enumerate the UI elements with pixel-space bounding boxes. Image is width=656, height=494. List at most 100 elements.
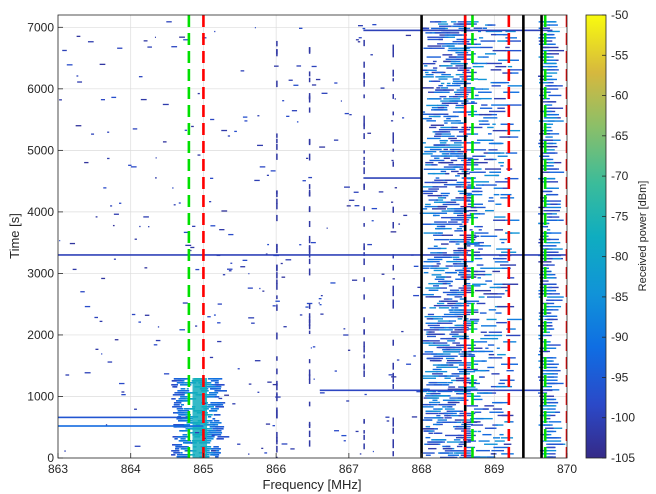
spectrogram-cell xyxy=(499,379,515,381)
spectrogram-cell xyxy=(473,398,483,401)
spectrogram-cell xyxy=(449,333,459,335)
spectrogram-cell xyxy=(184,412,189,414)
spectrogram-cell xyxy=(363,258,365,266)
spectrogram-cell xyxy=(442,406,447,408)
spectrogram-cell xyxy=(544,203,558,205)
x-tick-label: 865 xyxy=(193,462,213,476)
spectrogram-cell xyxy=(433,201,446,203)
spectrogram-cell xyxy=(228,270,232,272)
spectrogram-cell xyxy=(363,354,365,359)
spectrogram-cell xyxy=(443,98,461,100)
spectrogram-cell xyxy=(423,168,436,170)
spectrogram-cell xyxy=(203,382,212,384)
spectrogram-cell xyxy=(548,427,563,429)
spectrogram-cell xyxy=(448,285,453,287)
spectrogram-cell xyxy=(363,167,365,175)
spectrogram-cell xyxy=(437,197,445,199)
spectrogram-cell xyxy=(355,430,359,433)
spectrogram-cell xyxy=(428,318,444,320)
spectrogram-cell xyxy=(428,80,432,82)
spectrogram-cell xyxy=(506,59,519,61)
spectrogram-cell xyxy=(506,104,522,106)
spectrogram-cell xyxy=(276,445,278,453)
spectrogram-cell xyxy=(460,159,473,162)
spectrogram-cell xyxy=(101,277,106,280)
spectrogram-cell xyxy=(450,399,464,401)
spectrogram-cell xyxy=(429,126,437,129)
spectrogram-cell xyxy=(437,104,447,107)
spectrogram-cell xyxy=(431,265,440,267)
spectrogram-cell xyxy=(276,264,278,271)
spectrogram-cell xyxy=(494,261,509,263)
spectrogram-cell xyxy=(148,226,150,228)
spectrogram-cell xyxy=(455,377,469,379)
spectrogram-cell xyxy=(215,390,227,392)
spectrogram-cell xyxy=(541,321,553,324)
spectrogram-cell xyxy=(264,452,268,454)
spectrogram-cell xyxy=(349,199,355,201)
spectrogram-cell xyxy=(545,149,555,151)
spectrogram-cell xyxy=(155,339,161,342)
spectrogram-cell xyxy=(190,249,192,252)
spectrogram-cell xyxy=(421,353,438,355)
spectrogram-cell xyxy=(503,219,520,221)
spectrogram-cell xyxy=(474,62,488,65)
spectrogram-cell xyxy=(547,363,555,365)
spectrogram-cell xyxy=(214,382,219,384)
spectrogram-cell xyxy=(138,321,141,323)
spectrogram-cell xyxy=(506,369,514,372)
spectrogram-cell xyxy=(185,382,197,384)
spectrogram-core-band xyxy=(192,378,208,458)
spectrogram-cell xyxy=(465,75,473,77)
spectrogram-cell xyxy=(396,359,400,361)
spectrogram-cell xyxy=(402,117,405,119)
spectrogram-cell xyxy=(460,263,467,265)
spectrogram-cell xyxy=(330,282,336,284)
spectrogram-cell xyxy=(272,383,278,386)
spectrogram-cell xyxy=(470,149,487,151)
spectrogram-cell xyxy=(490,385,499,388)
spectrogram-cell xyxy=(184,392,195,394)
spectrogram-cell xyxy=(430,392,441,395)
spectrogram-cell xyxy=(437,247,447,250)
spectrogram-cell xyxy=(423,192,433,195)
spectrogram-cell xyxy=(544,270,552,273)
spectrogram-cell xyxy=(449,410,460,412)
spectrogram-cell xyxy=(390,231,397,233)
spectrogram-cell xyxy=(545,59,556,61)
spectrogram-cell xyxy=(313,378,315,380)
spectrogram-cell xyxy=(490,453,495,455)
spectrogram-cell xyxy=(385,416,390,418)
spectrogram-cell xyxy=(446,67,459,69)
spectrogram-cell xyxy=(431,274,442,276)
spectrogram-cell xyxy=(440,300,456,302)
spectrogram-cell xyxy=(173,450,180,452)
spectrogram-cell xyxy=(179,456,183,458)
spectrogram-cell xyxy=(491,267,508,269)
spectrogram-cell xyxy=(424,223,437,225)
spectrogram-cell xyxy=(542,277,555,279)
spectrogram-cell xyxy=(543,46,559,49)
spectrogram-cell xyxy=(184,129,188,131)
colorbar-tick-label: -60 xyxy=(611,89,629,103)
spectrogram-cell xyxy=(422,419,433,421)
spectrogram-cell xyxy=(425,454,431,456)
spectrogram-cell xyxy=(357,41,361,43)
spectrogram-cell xyxy=(212,424,216,426)
spectrogram-cell xyxy=(422,375,439,377)
spectrogram-cell xyxy=(425,203,431,206)
spectrogram-cell xyxy=(452,216,464,219)
spectrogram-cell xyxy=(343,440,346,442)
spectrogram-cell xyxy=(363,156,365,160)
spectrogram-cell xyxy=(438,23,449,25)
spectrogram-cell xyxy=(459,87,464,89)
spectrogram-cell xyxy=(479,312,487,314)
spectrogram-cell xyxy=(474,245,484,247)
spectrogram-cell xyxy=(421,406,434,408)
spectrogram-cell xyxy=(493,283,506,285)
spectrogram-cell xyxy=(468,209,478,212)
x-tick-label: 868 xyxy=(412,462,432,476)
spectrogram-cell xyxy=(392,48,394,54)
spectrogram-cell xyxy=(497,305,515,308)
spectrogram-cell xyxy=(326,227,328,229)
